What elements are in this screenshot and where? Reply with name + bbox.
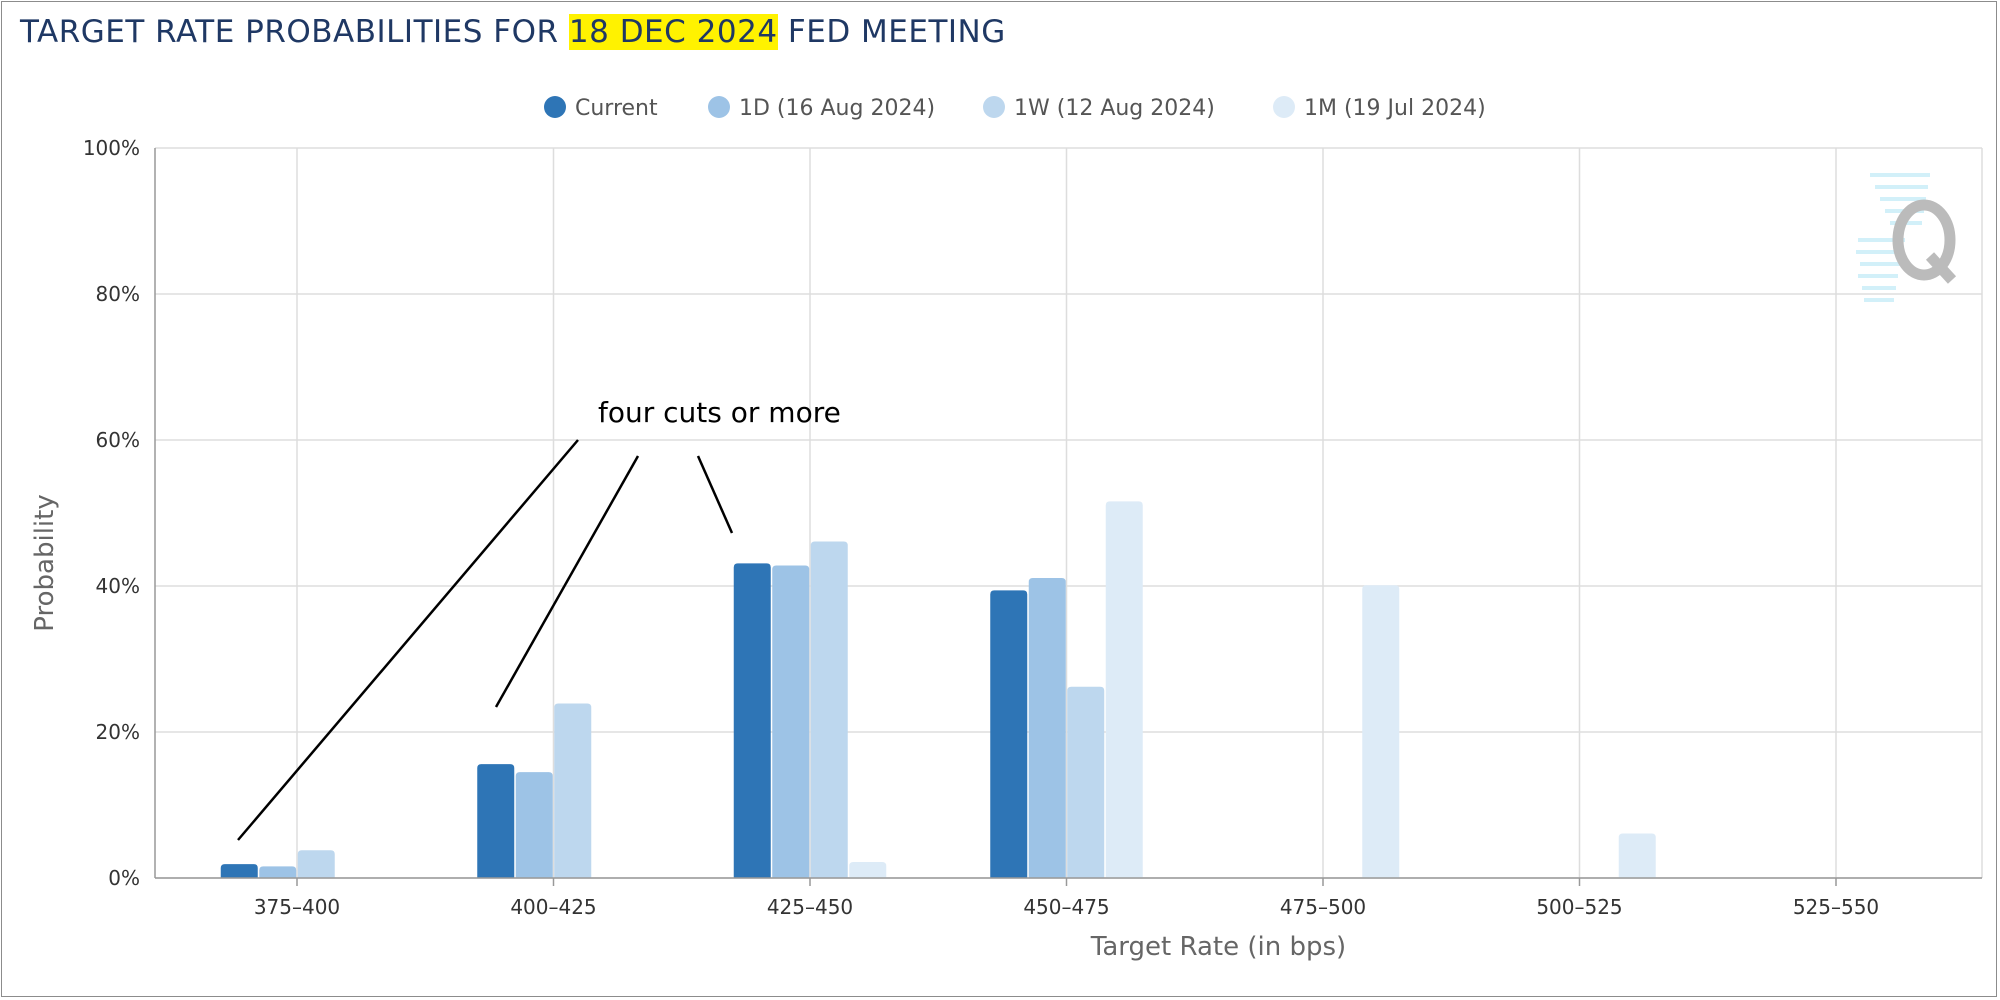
legend-label[interactable]: 1D (16 Aug 2024) (739, 96, 935, 121)
x-tick-label: 400–425 (510, 895, 596, 919)
bar[interactable] (1028, 577, 1066, 878)
y-tick-label: 20% (96, 720, 140, 744)
title-highlight: 18 DEC 2024 (568, 14, 778, 50)
legend-marker[interactable] (983, 96, 1005, 118)
y-tick-label: 80% (96, 282, 140, 306)
bar[interactable] (1067, 686, 1105, 878)
legend-label[interactable]: 1M (19 Jul 2024) (1304, 96, 1486, 121)
legend-label[interactable]: 1W (12 Aug 2024) (1014, 96, 1215, 121)
annotation-label: four cuts or more (598, 396, 841, 429)
bar[interactable] (297, 850, 335, 878)
annotation-arrow-3 (696, 455, 734, 534)
bar[interactable] (1362, 585, 1400, 878)
y-axis-title: Probability (30, 494, 60, 631)
y-tick-label: 0% (108, 866, 140, 890)
watermark-logo (1856, 173, 1957, 302)
legend-label[interactable]: Current (575, 96, 658, 121)
annotation: four cuts or more (237, 396, 841, 841)
legend-marker[interactable] (708, 96, 730, 118)
x-tick-label: 500–525 (1536, 895, 1622, 919)
legend: Current 1D (16 Aug 2024) 1W (12 Aug 2024) 1… (544, 96, 1486, 121)
bar[interactable] (220, 864, 258, 878)
legend-marker[interactable] (544, 96, 566, 118)
annotation-arrow-2 (494, 455, 640, 708)
x-axis-title: Target Rate (in bps) (1090, 932, 1346, 962)
title-suffix: FED MEETING (777, 14, 1006, 50)
y-tick-label: 40% (96, 574, 140, 598)
bar[interactable] (772, 565, 810, 878)
axes: 0% 20% 40% 60% 80% 100% 375–400 400–425 425–450 4… (30, 136, 1982, 962)
annotation-arrow-1 (237, 439, 579, 841)
bar[interactable] (810, 541, 848, 878)
y-tick-label: 100% (83, 136, 140, 160)
bar[interactable] (733, 563, 771, 878)
bar[interactable] (1105, 501, 1143, 878)
bar[interactable] (515, 772, 553, 878)
bar[interactable] (554, 703, 592, 878)
chart-title: TARGET RATE PROBABILITIES FOR 18 DEC 202… (20, 14, 1006, 50)
y-tick-label: 60% (96, 428, 140, 452)
bar[interactable] (990, 590, 1028, 878)
bar[interactable] (849, 861, 887, 878)
x-tick-label: 375–400 (254, 895, 340, 919)
bars (220, 501, 1656, 878)
title-prefix: TARGET RATE PROBABILITIES FOR (20, 14, 569, 50)
x-tick-label: 450–475 (1023, 895, 1109, 919)
legend-marker[interactable] (1273, 96, 1295, 118)
x-tick-label: 525–550 (1793, 895, 1879, 919)
bar[interactable] (1618, 833, 1656, 878)
bar[interactable] (259, 866, 297, 878)
x-tick-label: 425–450 (767, 895, 853, 919)
bar[interactable] (477, 764, 515, 878)
x-tick-label: 475–500 (1280, 895, 1366, 919)
